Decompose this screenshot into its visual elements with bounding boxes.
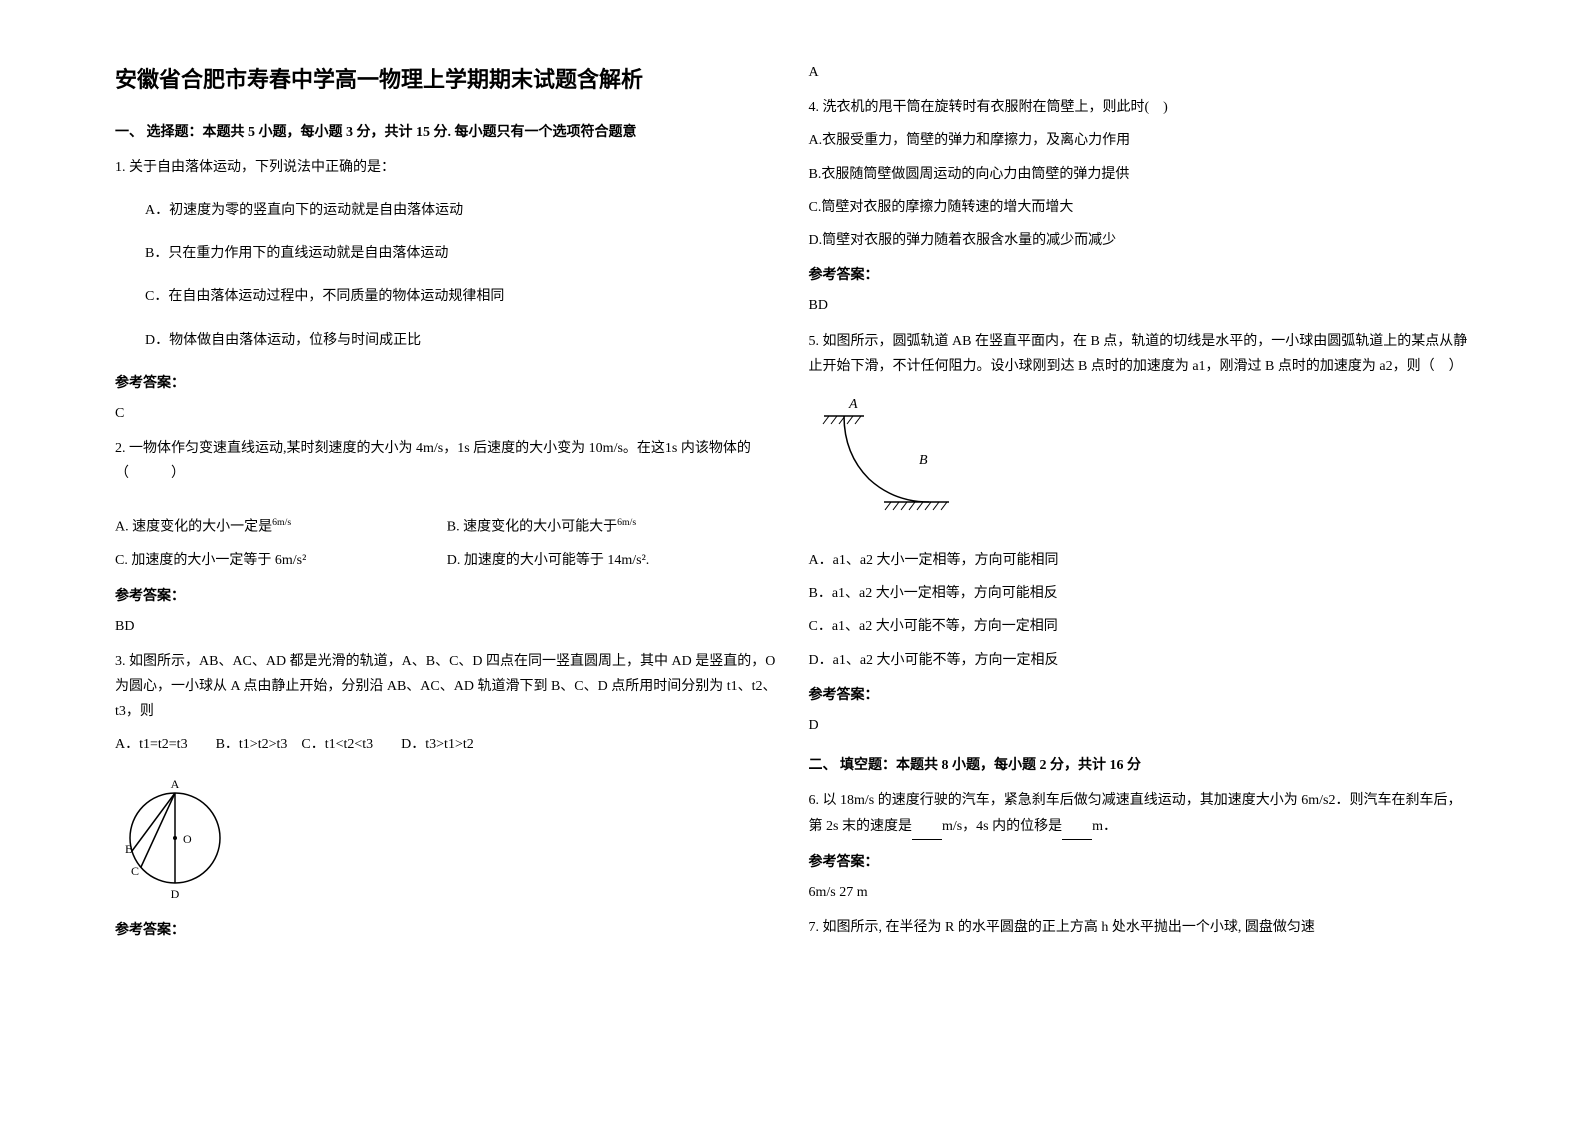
- q5-stem: 5. 如图所示，圆弧轨道 AB 在竖直平面内，在 B 点，轨道的切线是水平的，一…: [809, 329, 1473, 379]
- q6-stem: 6. 以 18m/s 的速度行驶的汽车，紧急刹车后做匀减速直线运动，其加速度大小…: [809, 788, 1473, 839]
- q6-answer: 6m/s 27 m: [809, 880, 1473, 905]
- q1-stem: 1. 关于自由落体运动，下列说法中正确的是：: [115, 155, 779, 180]
- blank-1: [912, 814, 942, 840]
- q1-opt-d: D．物体做自由落体运动，位移与时间成正比: [145, 328, 779, 353]
- q2-answer-label: 参考答案：: [115, 584, 779, 609]
- svg-text:B: B: [125, 842, 133, 856]
- q7-stem: 7. 如图所示, 在半径为 R 的水平圆盘的正上方高 h 处水平抛出一个小球, …: [809, 915, 1473, 940]
- q4-answer: BD: [809, 293, 1473, 318]
- q1-opt-c: C．在自由落体运动过程中，不同质量的物体运动规律相同: [145, 284, 779, 309]
- svg-text:D: D: [171, 887, 180, 901]
- q6-answer-label: 参考答案：: [809, 850, 1473, 875]
- q1-answer: C: [115, 401, 779, 426]
- question-5: 5. 如图所示，圆弧轨道 AB 在竖直平面内，在 B 点，轨道的切线是水平的，一…: [809, 329, 1473, 673]
- q2-opt-d: D. 加速度的大小可能等于 14m/s².: [447, 548, 779, 573]
- section-header-2: 二、 填空题：本题共 8 小题，每小题 2 分，共计 16 分: [809, 753, 1473, 778]
- question-6: 6. 以 18m/s 的速度行驶的汽车，紧急刹车后做匀减速直线运动，其加速度大小…: [809, 788, 1473, 839]
- q5-answer-label: 参考答案：: [809, 683, 1473, 708]
- q3-answer: A: [809, 60, 1473, 85]
- q4-opt-d: D.筒壁对衣服的弹力随着衣服含水量的减少而减少: [809, 228, 1473, 253]
- blank-2: [1062, 814, 1092, 840]
- q2-stem: 2. 一物体作匀变速直线运动,某时刻速度的大小为 4m/s，1s 后速度的大小变…: [115, 436, 779, 486]
- q2-opts-row1: A. 速度变化的大小一定是6m/s B. 速度变化的大小可能大于6m/s: [115, 514, 779, 540]
- arc-diagram-icon: A B: [819, 394, 969, 524]
- q4-opt-a: A.衣服受重力，筒壁的弹力和摩擦力，及离心力作用: [809, 128, 1473, 153]
- q4-stem: 4. 洗衣机的甩干筒在旋转时有衣服附在筒壁上，则此时( ): [809, 95, 1473, 120]
- question-2: 2. 一物体作匀变速直线运动,某时刻速度的大小为 4m/s，1s 后速度的大小变…: [115, 436, 779, 573]
- q3-diagram: A B C D O: [125, 773, 779, 903]
- svg-text:A: A: [171, 777, 180, 791]
- document-title: 安徽省合肥市寿春中学高一物理上学期期末试题含解析: [115, 60, 779, 100]
- q2-opt-a: A. 速度变化的大小一定是6m/s: [115, 514, 447, 540]
- q4-answer-label: 参考答案：: [809, 263, 1473, 288]
- q3-stem: 3. 如图所示，AB、AC、AD 都是光滑的轨道，A、B、C、D 四点在同一竖直…: [115, 649, 779, 725]
- q5-answer: D: [809, 713, 1473, 738]
- q5-diagram: A B: [819, 394, 1473, 533]
- left-column: 安徽省合肥市寿春中学高一物理上学期期末试题含解析 一、 选择题：本题共 5 小题…: [100, 60, 794, 1062]
- svg-text:A: A: [848, 397, 858, 412]
- question-7: 7. 如图所示, 在半径为 R 的水平圆盘的正上方高 h 处水平抛出一个小球, …: [809, 915, 1473, 940]
- q3-opts: A．t1=t2=t3 B．t1>t2>t3 C．t1<t2<t3 D．t3>t1…: [115, 732, 779, 757]
- q5-opt-b: B．a1、a2 大小一定相等，方向可能相反: [809, 581, 1473, 606]
- q2-answer: BD: [115, 614, 779, 639]
- circle-diagram-icon: A B C D O: [125, 773, 235, 903]
- q4-opt-c: C.筒壁对衣服的摩擦力随转速的增大而增大: [809, 195, 1473, 220]
- q2-opt-b: B. 速度变化的大小可能大于6m/s: [447, 514, 779, 540]
- q5-opt-d: D．a1、a2 大小可能不等，方向一定相反: [809, 648, 1473, 673]
- q2-opt-c: C. 加速度的大小一定等于 6m/s²: [115, 548, 447, 573]
- question-4: 4. 洗衣机的甩干筒在旋转时有衣服附在筒壁上，则此时( ) A.衣服受重力，筒壁…: [809, 95, 1473, 253]
- q2-opts-row2: C. 加速度的大小一定等于 6m/s² D. 加速度的大小可能等于 14m/s²…: [115, 548, 779, 573]
- q5-opt-a: A．a1、a2 大小一定相等，方向可能相同: [809, 548, 1473, 573]
- q5-opt-c: C．a1、a2 大小可能不等，方向一定相同: [809, 614, 1473, 639]
- right-column: A 4. 洗衣机的甩干筒在旋转时有衣服附在筒壁上，则此时( ) A.衣服受重力，…: [794, 60, 1488, 1062]
- question-1: 1. 关于自由落体运动，下列说法中正确的是： A．初速度为零的竖直向下的运动就是…: [115, 155, 779, 353]
- q1-answer-label: 参考答案：: [115, 371, 779, 396]
- question-3: 3. 如图所示，AB、AC、AD 都是光滑的轨道，A、B、C、D 四点在同一竖直…: [115, 649, 779, 903]
- section-header-1: 一、 选择题：本题共 5 小题，每小题 3 分，共计 15 分. 每小题只有一个…: [115, 120, 779, 145]
- svg-text:C: C: [131, 864, 139, 878]
- q4-opt-b: B.衣服随筒壁做圆周运动的向心力由筒壁的弹力提供: [809, 162, 1473, 187]
- svg-text:B: B: [919, 453, 928, 468]
- q1-opt-b: B．只在重力作用下的直线运动就是自由落体运动: [145, 241, 779, 266]
- q3-answer-label: 参考答案：: [115, 918, 779, 943]
- q1-opt-a: A．初速度为零的竖直向下的运动就是自由落体运动: [145, 198, 779, 223]
- svg-text:O: O: [183, 832, 192, 846]
